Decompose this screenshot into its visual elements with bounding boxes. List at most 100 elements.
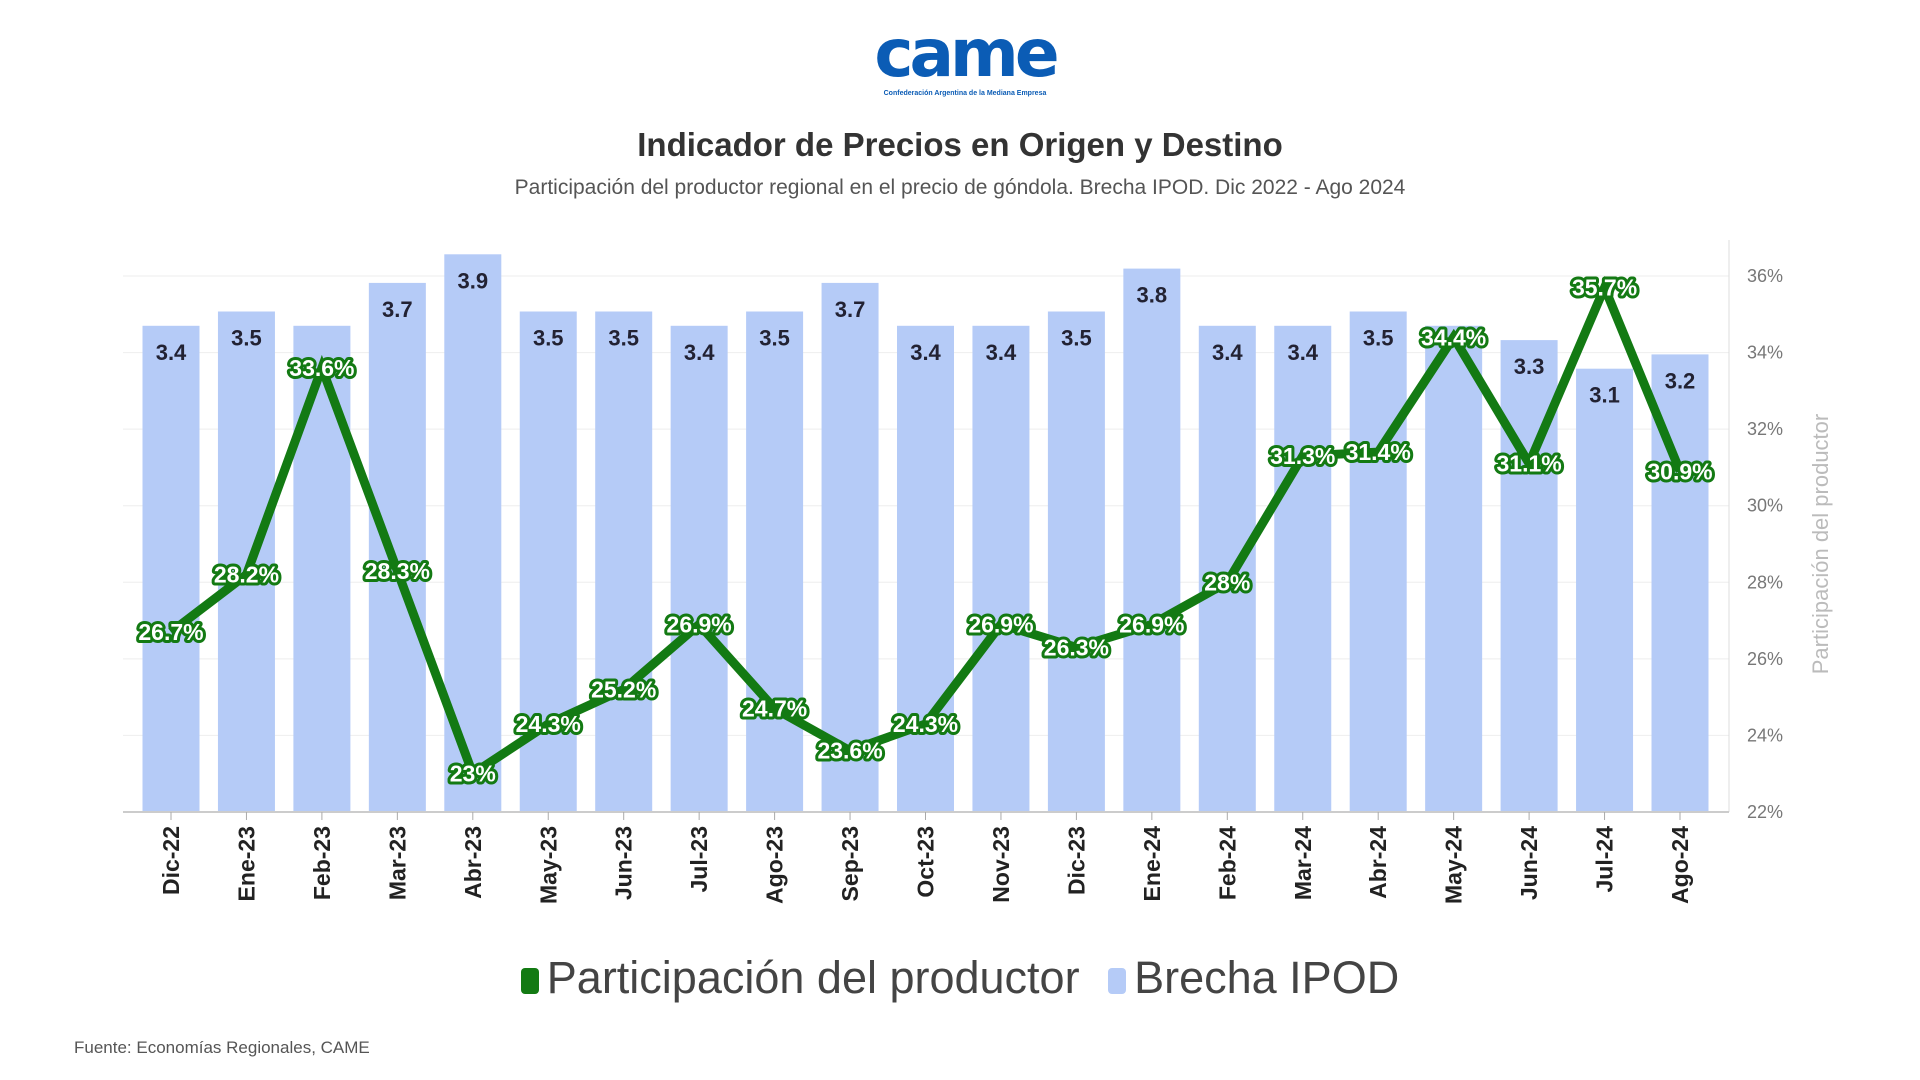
- line-point-label: 33.6%: [289, 355, 354, 381]
- bar: [1425, 325, 1483, 812]
- x-tick-label: May-24: [1441, 826, 1467, 904]
- y-tick-label: 34%: [1747, 343, 1783, 363]
- line-point-label: 30.9%: [1647, 458, 1712, 484]
- bar: [1576, 368, 1634, 812]
- line-point-label: 34.4%: [1421, 324, 1486, 350]
- bar: [821, 282, 879, 812]
- line-point-label: 31.3%: [1270, 443, 1335, 469]
- line-point-label: 26.3%: [1044, 634, 1109, 660]
- bar: [142, 325, 200, 812]
- bar-value-label: 3.9: [458, 268, 489, 293]
- y-tick-label: 24%: [1747, 725, 1783, 745]
- bar-value-label: 3.5: [533, 326, 564, 351]
- line-point-label: 23%: [450, 761, 496, 787]
- x-tick-label: Mar-23: [384, 826, 410, 900]
- bar: [1198, 325, 1256, 812]
- legend: Participación del productor Brecha IPOD: [0, 952, 1920, 1004]
- x-tick-label: Dic-23: [1063, 826, 1089, 895]
- chart-title: Indicador de Precios en Origen y Destino: [637, 126, 1283, 163]
- x-tick-label: Jun-24: [1516, 826, 1542, 900]
- legend-swatch-line: [520, 968, 539, 995]
- line-point-label: 28%: [1204, 569, 1250, 595]
- chart-subtitle: Participación del productor regional en …: [514, 176, 1406, 199]
- line-point-label: 26.9%: [667, 611, 732, 637]
- x-tick-label: Ene-24: [1139, 826, 1165, 902]
- bar: [746, 311, 804, 812]
- bar: [1349, 311, 1407, 812]
- bar-value-label: 3.4: [1212, 340, 1243, 365]
- x-tick-label: Ene-23: [233, 826, 259, 901]
- logo-mark: came: [874, 15, 1059, 92]
- line-point-label: 31.1%: [1496, 451, 1561, 477]
- bar: [293, 325, 351, 812]
- y-tick-label: 36%: [1747, 266, 1783, 286]
- bar-value-label: 3.4: [156, 340, 187, 365]
- bar-value-label: 3.7: [835, 297, 866, 322]
- bar: [972, 325, 1030, 812]
- line-point-label: 26.9%: [968, 611, 1033, 637]
- y-tick-label: 26%: [1747, 649, 1783, 669]
- x-tick-label: Abr-24: [1365, 826, 1391, 899]
- y-tick-label: 22%: [1747, 802, 1783, 822]
- x-tick-label: Nov-23: [988, 826, 1014, 903]
- legend-item-line[interactable]: Participación del productor: [520, 952, 1080, 1003]
- came-logo: came Confederación Argentina de la Media…: [860, 18, 1070, 118]
- bar-value-label: 3.5: [608, 326, 639, 351]
- line-point-label: 24.3%: [893, 711, 958, 737]
- line-point-label: 25.2%: [591, 676, 656, 702]
- x-tick-label: Dic-22: [158, 826, 184, 895]
- line-point-label: 24.7%: [742, 696, 807, 722]
- bar-value-label: 3.3: [1514, 354, 1545, 379]
- bar-value-label: 3.2: [1665, 368, 1696, 393]
- logo-subtitle: Confederación Argentina de la Mediana Em…: [883, 90, 1047, 97]
- bar-value-label: 3.5: [231, 326, 262, 351]
- line-point-label: 26.9%: [1119, 611, 1184, 637]
- bar: [595, 311, 653, 812]
- bar-value-label: 3.5: [1061, 326, 1092, 351]
- y-tick-label: 32%: [1747, 419, 1783, 439]
- x-tick-label: Oct-23: [913, 826, 939, 898]
- x-tick-label: Mar-24: [1290, 826, 1316, 900]
- bar-value-label: 3.7: [382, 297, 413, 322]
- source-note: Fuente: Economías Regionales, CAME: [74, 1038, 370, 1057]
- legend-swatch-bars: [1108, 968, 1127, 995]
- bar-value-label: 3.8: [1137, 283, 1168, 308]
- x-tick-label: Jun-23: [611, 826, 637, 900]
- x-tick-label: Feb-24: [1214, 826, 1240, 900]
- bar: [670, 325, 728, 812]
- x-tick-label: Sep-23: [837, 826, 863, 901]
- x-tick-label: Abr-23: [460, 826, 486, 899]
- line-point-label: 23.6%: [817, 738, 882, 764]
- line-point-label: 35.7%: [1572, 274, 1637, 300]
- x-tick-label: May-23: [535, 826, 561, 904]
- line-point-label: 24.3%: [516, 711, 581, 737]
- legend-label-line: Participación del productor: [546, 952, 1080, 1003]
- legend-label-bars: Brecha IPOD: [1134, 952, 1400, 1003]
- bar-value-label: 3.4: [1287, 340, 1318, 365]
- x-tick-label: Ago-24: [1667, 826, 1693, 904]
- bar-value-label: 3.5: [759, 326, 790, 351]
- line-series: [168, 275, 1685, 781]
- bar: [368, 282, 426, 812]
- bar-value-label: 3.4: [684, 340, 715, 365]
- line-point-label: 28.2%: [214, 562, 279, 588]
- legend-item-bars[interactable]: Brecha IPOD: [1108, 952, 1399, 1003]
- bar-value-label: 3.5: [1363, 326, 1394, 351]
- y-tick-label: 28%: [1747, 572, 1783, 592]
- bar: [1274, 325, 1332, 812]
- x-tick-label: Ago-23: [762, 826, 788, 904]
- x-tick-label: Jul-24: [1592, 826, 1618, 893]
- bar: [897, 325, 954, 812]
- bar-value-label: 3.4: [910, 340, 941, 365]
- line-point-label: 28.3%: [365, 558, 430, 584]
- line-point-label: 26.7%: [138, 619, 203, 645]
- bar: [1123, 268, 1181, 813]
- y-axis-label: Participación del productor: [1808, 414, 1833, 674]
- x-tick-label: Jul-23: [686, 826, 712, 892]
- bar: [1047, 311, 1105, 812]
- y-tick-label: 30%: [1747, 496, 1783, 516]
- line-point-label: 31.4%: [1346, 439, 1411, 465]
- bar-value-label: 3.4: [986, 340, 1017, 365]
- x-tick-label: Feb-23: [309, 826, 335, 900]
